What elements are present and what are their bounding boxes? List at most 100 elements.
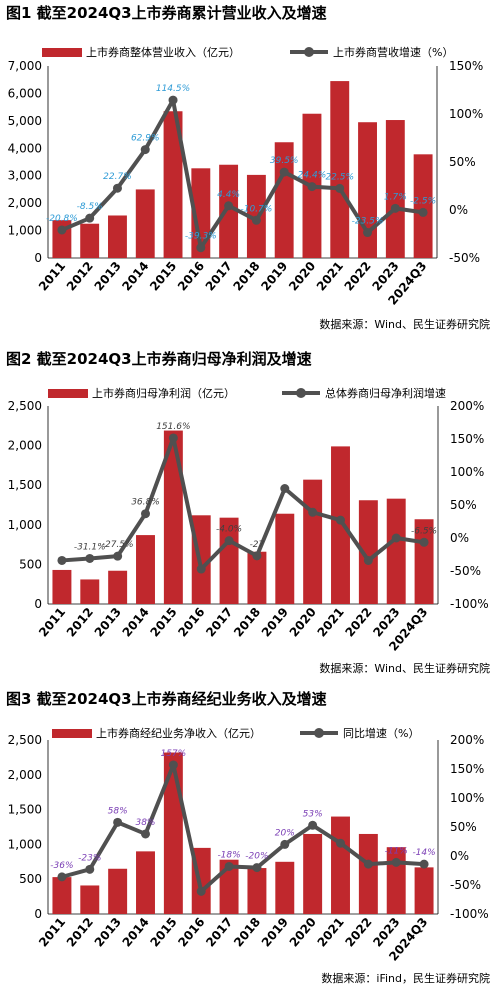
data-label: -23% xyxy=(78,853,101,863)
y-left-tick-label: 4,000 xyxy=(8,141,42,155)
data-label: -2.5% xyxy=(410,196,436,206)
growth-point xyxy=(168,760,178,770)
legend-bar-label: 上市券商归母净利润（亿元） xyxy=(92,387,235,400)
y-right-tick-label: -50% xyxy=(450,564,481,578)
bar xyxy=(385,120,405,258)
growth-point xyxy=(251,215,261,225)
growth-point xyxy=(308,820,318,830)
x-tick-label: 2022 xyxy=(342,259,374,294)
data-label: 58% xyxy=(108,806,128,816)
legend-bar-item: 上市券商经纪业务净收入（亿元） xyxy=(52,725,261,741)
growth-point xyxy=(140,145,150,155)
y-left-tick-label: 3,000 xyxy=(8,169,42,183)
x-tick-label: 2022 xyxy=(342,605,374,640)
bar xyxy=(247,551,267,604)
y-right-tick-label: -100% xyxy=(450,597,489,611)
x-tick-label: 2015 xyxy=(147,605,179,640)
data-label: -31.1% xyxy=(74,542,106,552)
chart-title: 图2 截至2024Q3上市券商归母净利润及增速 xyxy=(6,350,312,368)
bar xyxy=(219,164,239,258)
growth-point xyxy=(113,817,123,827)
growth-point xyxy=(168,433,178,443)
y-right-tick-label: 0% xyxy=(450,849,469,863)
data-label: 157% xyxy=(160,749,186,759)
x-tick-label: 2017 xyxy=(203,605,235,640)
bar xyxy=(191,168,211,258)
data-label: 36.8% xyxy=(131,498,160,508)
legend-bar-label: 上市券商整体营业收入（亿元） xyxy=(86,46,240,59)
x-tick-label: 2016 xyxy=(175,605,207,640)
growth-point xyxy=(224,201,234,211)
y-right-tick-label: 50% xyxy=(450,820,477,834)
legend-line-swatch xyxy=(300,728,338,738)
data-label: 53% xyxy=(303,809,323,819)
data-label: -6.5% xyxy=(411,526,437,536)
bar xyxy=(275,861,295,914)
x-tick-label: 2018 xyxy=(231,915,263,950)
x-tick-label: 2022 xyxy=(342,915,374,950)
y-right-tick-label: 100% xyxy=(450,791,484,805)
bar xyxy=(358,833,378,914)
x-tick-label: 2020 xyxy=(287,605,319,640)
growth-point xyxy=(279,167,289,177)
data-label: 39.5% xyxy=(270,156,299,166)
growth-point xyxy=(363,859,373,869)
y-left-tick-label: 2,500 xyxy=(8,399,42,413)
y-right-tick-label: -50% xyxy=(449,251,480,265)
chart-panel-1: 图1 截至2024Q3上市券商累计营业收入及增速 上市券商整体营业收入（亿元） … xyxy=(0,0,500,336)
chart-plot: 0 1,000 2,000 3,000 4,000 5,000 6,000 7,000 -50%… xyxy=(8,59,484,308)
bar xyxy=(52,877,72,914)
bar xyxy=(108,570,128,604)
x-tick-label: 2016 xyxy=(175,259,207,294)
growth-point xyxy=(419,537,429,547)
growth-point xyxy=(280,839,290,849)
growth-point xyxy=(57,225,67,235)
bar xyxy=(80,885,100,914)
chart-plot: 0 500 1,000 1,500 2,000 2,500 -100% -50% 0% 50% 10… xyxy=(8,399,489,654)
data-label: -23.5% xyxy=(352,217,384,227)
x-tick-label: 2019 xyxy=(258,259,290,294)
data-label: -14% xyxy=(412,848,435,858)
data-label: 22.7% xyxy=(103,172,132,182)
growth-point xyxy=(363,228,373,238)
y-right-tick-label: 100% xyxy=(449,107,483,121)
bar xyxy=(331,446,350,604)
growth-point xyxy=(280,484,290,493)
x-tick-label: 2017 xyxy=(203,259,235,294)
legend-line-label: 上市券商营收增速（%） xyxy=(333,46,454,59)
growth-point xyxy=(141,829,150,839)
growth-line xyxy=(61,762,425,894)
growth-point xyxy=(224,861,234,871)
legend-bar-label: 上市券商经纪业务净收入（亿元） xyxy=(96,727,261,740)
x-tick-label: 2013 xyxy=(92,915,124,950)
y-left-tick-label: 1,000 xyxy=(8,837,42,851)
y-left-tick-label: 6,000 xyxy=(8,86,42,100)
x-tick-label: 2014 xyxy=(120,605,152,640)
data-label: 22.5% xyxy=(325,172,354,182)
bar xyxy=(163,430,183,604)
chart-source: 数据来源：Wind、民生证券研究院 xyxy=(319,318,490,331)
y-left-tick-label: 0 xyxy=(34,597,42,611)
y-left-tick-label: 1,500 xyxy=(8,803,42,817)
legend-bar-swatch xyxy=(42,47,82,57)
y-right-tick-label: -100% xyxy=(450,907,489,921)
growth-point xyxy=(112,183,122,193)
x-tick-label: 2015 xyxy=(147,915,179,950)
growth-line xyxy=(61,435,425,572)
bar xyxy=(136,535,155,604)
y-left-tick-label: 1,500 xyxy=(8,478,42,492)
x-tick-label: 2019 xyxy=(259,915,291,950)
data-label: 24.4% xyxy=(298,171,327,181)
bar xyxy=(108,868,128,914)
y-right-tick-label: 100% xyxy=(450,465,484,479)
data-label: -20% xyxy=(245,852,268,862)
x-tick-label: 2013 xyxy=(92,259,124,294)
bar xyxy=(386,847,406,914)
bar xyxy=(275,513,295,604)
y-right-tick-label: 200% xyxy=(450,399,484,413)
bar xyxy=(358,122,377,258)
chart-plot: 0 500 1,000 1,500 2,000 2,500 -100% -50% 0% 50% 10… xyxy=(8,733,489,964)
legend-bar-item: 上市券商归母净利润（亿元） xyxy=(48,385,235,401)
y-right-tick-label: 0% xyxy=(449,203,468,217)
bar xyxy=(303,479,323,604)
